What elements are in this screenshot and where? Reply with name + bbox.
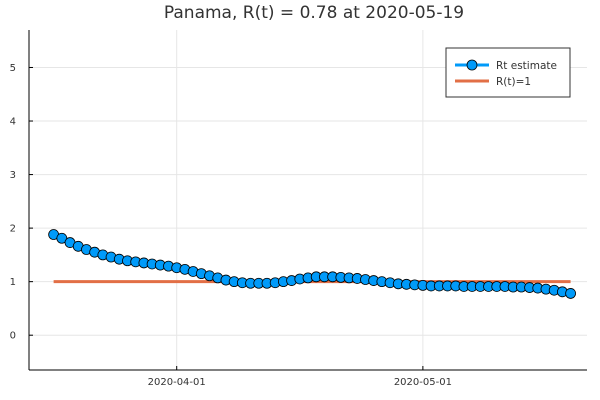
axes-layer: 0 1 2 3 4 5 2020-04-01 2020-05-01: [10, 30, 587, 388]
y-tick-label: 5: [10, 63, 16, 74]
legend-box: [445, 47, 571, 98]
y-tick-label: 4: [10, 117, 16, 128]
y-tick-label: 2: [10, 224, 16, 235]
legend-label-threshold: R(t)=1: [496, 76, 531, 88]
x-tick-label: 2020-04-01: [148, 377, 206, 388]
legend-rt-marker: [466, 59, 478, 71]
chart-title: Panama, R(t) = 0.78 at 2020-05-19: [164, 3, 464, 23]
legend-label-rt-estimate: Rt estimate: [496, 60, 557, 72]
rt-series-layer: [48, 229, 576, 299]
y-tick-label: 0: [10, 331, 16, 342]
x-tick-label: 2020-05-01: [394, 377, 452, 388]
rt-point: [565, 288, 576, 299]
y-tick-label: 1: [10, 277, 16, 288]
y-tick-label: 3: [10, 170, 16, 181]
legend: Rt estimate R(t)=1: [445, 47, 571, 98]
